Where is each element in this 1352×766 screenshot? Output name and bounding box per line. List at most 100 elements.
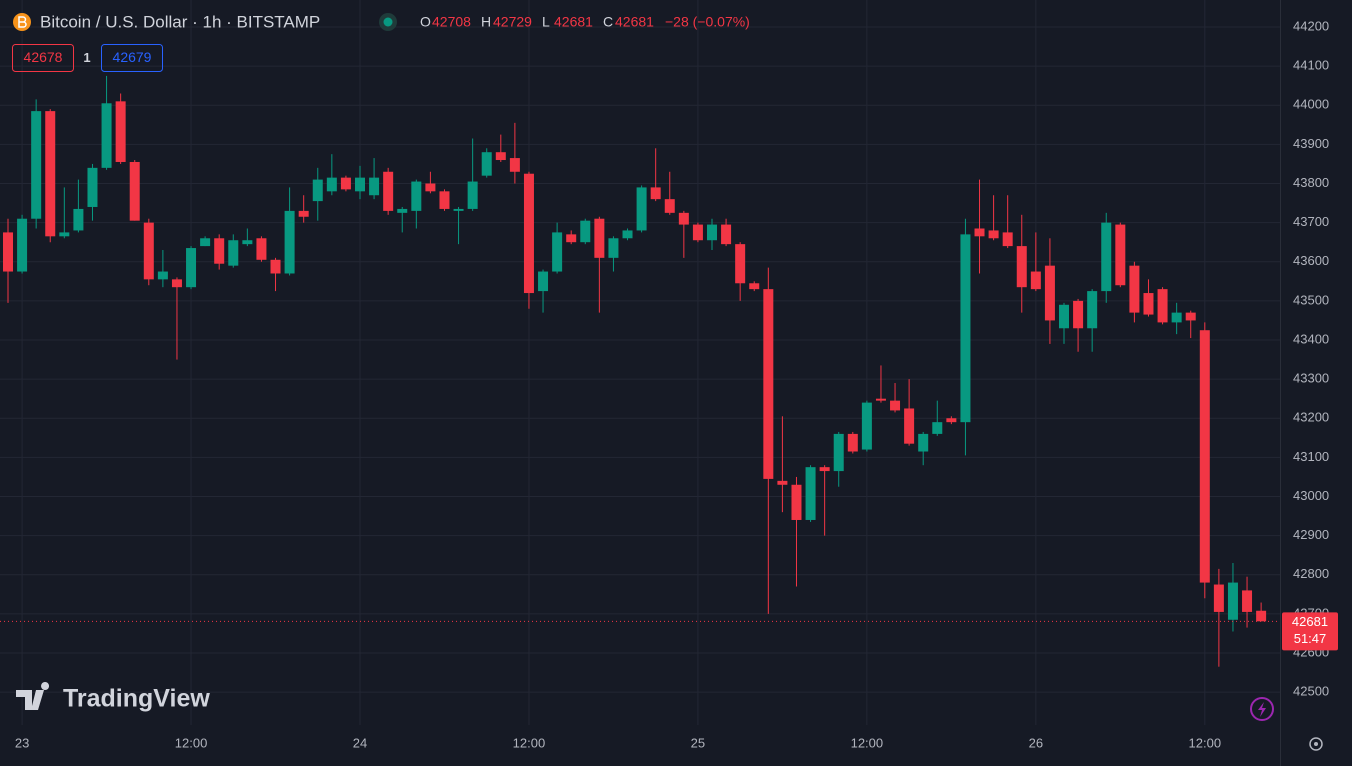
ohlc-value: 42681 bbox=[554, 14, 593, 30]
candle-body bbox=[890, 400, 901, 411]
countdown: 51:47 bbox=[1294, 631, 1327, 646]
sell-button[interactable] bbox=[12, 44, 74, 72]
candle-body bbox=[974, 228, 985, 237]
y-tick-label: 43100 bbox=[1293, 449, 1329, 464]
candle-body bbox=[833, 433, 844, 472]
candle-body bbox=[861, 402, 872, 450]
candle-body bbox=[3, 232, 13, 272]
candle-body bbox=[664, 199, 675, 213]
candle-body bbox=[143, 222, 154, 280]
sell-price[interactable]: 42678 bbox=[24, 49, 63, 65]
alert-bolt bbox=[1258, 702, 1266, 717]
buy-price[interactable]: 42679 bbox=[113, 49, 152, 65]
candle-body bbox=[904, 408, 915, 444]
candle-body bbox=[101, 103, 112, 168]
x-tick-label: 12:00 bbox=[851, 735, 884, 750]
ohlc-key: L bbox=[542, 14, 550, 30]
candle-body bbox=[228, 240, 239, 266]
symbol-title: Bitcoin / U.S. Dollar · 1h · BITSTAMP bbox=[40, 12, 320, 31]
quantity: 1 bbox=[83, 50, 90, 65]
x-tick-label: 12:00 bbox=[175, 735, 208, 750]
candle-body bbox=[17, 218, 28, 272]
candle-body bbox=[819, 467, 830, 472]
candle-body bbox=[946, 418, 957, 423]
candle-body bbox=[1030, 271, 1041, 290]
candle-body bbox=[171, 279, 182, 288]
candle-body bbox=[847, 433, 858, 452]
candle-body bbox=[763, 289, 774, 479]
candle-body bbox=[87, 167, 98, 207]
candle-body bbox=[1242, 590, 1253, 612]
candle-body bbox=[1087, 291, 1098, 329]
candle-body bbox=[1256, 610, 1267, 622]
candle-body bbox=[298, 210, 309, 217]
y-tick-label: 43200 bbox=[1293, 410, 1329, 425]
candle-body bbox=[453, 208, 464, 211]
candles bbox=[3, 75, 1267, 667]
y-tick-label: 43300 bbox=[1293, 371, 1329, 386]
candle-body bbox=[270, 259, 281, 274]
candle-body bbox=[1115, 224, 1126, 286]
candle-body bbox=[1073, 300, 1084, 329]
candle-body bbox=[1101, 222, 1112, 292]
candle-body bbox=[1171, 312, 1182, 323]
candle-body bbox=[326, 177, 337, 192]
ohlc-value: 42681 bbox=[615, 14, 654, 30]
ohlc-value: 42729 bbox=[493, 14, 532, 30]
candle-body bbox=[200, 238, 211, 247]
x-tick-label: 23 bbox=[15, 735, 29, 750]
change: −28 (−0.07%) bbox=[665, 14, 750, 30]
y-tick-label: 43700 bbox=[1293, 214, 1329, 229]
alert-icon[interactable] bbox=[1250, 697, 1274, 721]
candle-body bbox=[383, 171, 394, 211]
candle-body bbox=[115, 101, 126, 162]
candle-body bbox=[707, 224, 717, 241]
logo-mark bbox=[16, 682, 50, 710]
buy-button[interactable] bbox=[101, 44, 163, 72]
settings-dot bbox=[1314, 742, 1318, 746]
candle-body bbox=[552, 232, 563, 272]
candle-body bbox=[340, 177, 351, 190]
ohlc-key: H bbox=[481, 14, 491, 30]
candle-body bbox=[805, 467, 816, 520]
candle-body bbox=[355, 177, 365, 192]
candle-body bbox=[1199, 330, 1210, 583]
y-tick-label: 42900 bbox=[1293, 527, 1329, 542]
y-tick-label: 43500 bbox=[1293, 292, 1329, 307]
candle-body bbox=[31, 111, 42, 219]
settings-icon[interactable] bbox=[1309, 737, 1323, 751]
candle-body bbox=[1002, 232, 1013, 247]
y-tick-label: 44100 bbox=[1293, 58, 1329, 73]
candle-body bbox=[312, 179, 323, 202]
candle-body bbox=[749, 283, 760, 290]
candle-body bbox=[439, 191, 450, 209]
candle-body bbox=[1143, 293, 1154, 315]
candle-body bbox=[1044, 265, 1055, 321]
candle-body bbox=[932, 422, 943, 434]
candle-body bbox=[1059, 304, 1069, 329]
candle-body bbox=[481, 152, 492, 176]
candle-body bbox=[397, 208, 408, 213]
candle-body bbox=[791, 484, 802, 520]
y-tick-label: 44200 bbox=[1293, 18, 1329, 33]
y-tick-label: 42800 bbox=[1293, 566, 1329, 581]
candle-body bbox=[636, 187, 647, 231]
overlay: Bitcoin / U.S. Dollar · 1h · BITSTAMP −2… bbox=[0, 12, 1338, 751]
candle-body bbox=[594, 218, 605, 258]
candle-body bbox=[1129, 265, 1140, 313]
candle-body bbox=[425, 183, 436, 192]
candle-body bbox=[214, 238, 225, 264]
candle-body bbox=[678, 212, 689, 225]
candle-body bbox=[960, 234, 971, 423]
x-tick-label: 12:00 bbox=[513, 735, 546, 750]
candle-body bbox=[580, 220, 591, 243]
candle-body bbox=[186, 248, 197, 288]
last-price-box bbox=[1282, 612, 1338, 651]
candle-body bbox=[411, 181, 422, 211]
candle-body bbox=[538, 271, 549, 292]
candle-body bbox=[692, 224, 703, 241]
x-tick-label: 26 bbox=[1029, 735, 1043, 750]
